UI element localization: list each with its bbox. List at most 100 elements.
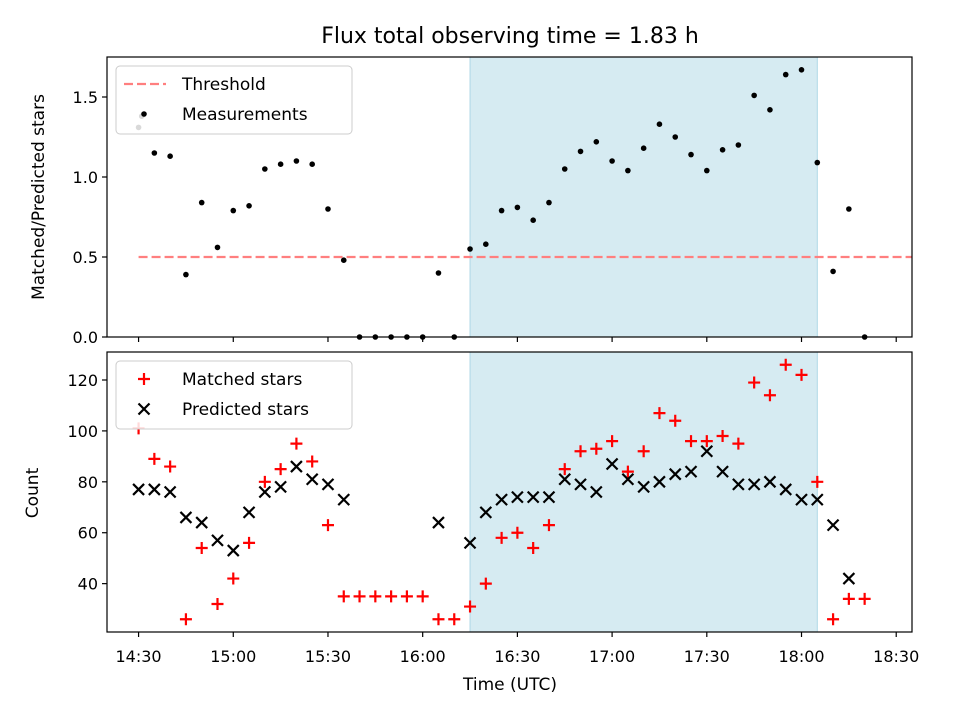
data-point [590, 442, 603, 455]
data-point [527, 542, 540, 554]
data-point [763, 475, 777, 489]
data-point [400, 590, 413, 603]
data-point [198, 199, 205, 206]
data-point [732, 437, 745, 450]
y-tick-label: 1.5 [73, 88, 98, 107]
y-axis-label-count: Count [23, 467, 43, 518]
data-point [432, 516, 445, 529]
data-point [574, 445, 587, 458]
x-tick-label: 18:30 [873, 647, 919, 666]
data-point [495, 493, 508, 506]
data-point [621, 465, 634, 478]
data-point [653, 475, 666, 489]
y-tick-label: 0.0 [73, 328, 98, 347]
chart-title: Flux total observing time = 1.83 h [321, 24, 699, 49]
data-point [858, 592, 871, 605]
data-point [561, 166, 568, 172]
data-point [637, 445, 650, 458]
data-point [637, 480, 650, 494]
data-point [798, 67, 805, 73]
data-point [337, 493, 351, 506]
data-point [530, 217, 536, 223]
y-tick-label: 40 [78, 575, 98, 594]
x-tick-label: 17:30 [684, 647, 730, 666]
data-point [435, 270, 442, 276]
series-predicted-stars [132, 444, 856, 585]
data-point [669, 414, 682, 427]
data-point [767, 107, 773, 113]
data-point [514, 204, 521, 211]
data-point [846, 206, 852, 212]
x-tick-label: 17:00 [589, 647, 635, 666]
data-point [385, 590, 398, 603]
data-point [179, 613, 192, 626]
data-point [243, 536, 256, 549]
data-point [558, 472, 572, 486]
data-point [795, 368, 808, 381]
data-point [495, 531, 508, 544]
data-point [640, 145, 647, 151]
data-point [511, 490, 524, 504]
data-point [700, 435, 713, 448]
data-point [716, 430, 729, 442]
data-point [526, 490, 540, 504]
data-point [748, 376, 761, 389]
data-point [463, 536, 477, 550]
data-point [195, 516, 208, 529]
data-point [148, 452, 161, 465]
data-point [751, 92, 757, 99]
data-point [574, 478, 587, 491]
data-point [321, 519, 334, 532]
data-point [735, 142, 742, 148]
legend-swatch [137, 402, 151, 416]
data-point [542, 519, 555, 532]
data-point [277, 161, 284, 167]
data-point [306, 455, 319, 468]
data-point [164, 460, 177, 473]
data-point [483, 241, 489, 247]
legend-swatch [138, 373, 150, 385]
data-point [416, 590, 429, 603]
data-point [211, 534, 224, 547]
series-measurements [135, 67, 868, 340]
y-axis-label-ratio: Matched/Predicted stars [29, 94, 49, 300]
x-tick-label: 16:30 [494, 647, 540, 666]
data-point [795, 493, 808, 506]
x-tick-label: 15:30 [305, 647, 351, 666]
x-tick-label: 14:30 [116, 647, 162, 666]
data-point [290, 437, 303, 450]
y-tick-label: 1.0 [73, 168, 98, 187]
legend: Matched stars Predicted stars [115, 360, 353, 430]
counts-panel: 40 60 80 100 120 14:30 15:00 15:30 16:00 16:30 17:… [67, 351, 919, 666]
data-point [293, 158, 300, 164]
data-point [826, 518, 840, 532]
legend-label: Measurements [182, 105, 308, 125]
data-point [732, 478, 745, 491]
legend-swatch [141, 111, 147, 117]
data-point [479, 506, 493, 519]
data-point [353, 590, 366, 603]
data-point [779, 358, 792, 371]
legend-label: Matched stars [182, 370, 302, 390]
data-point [274, 480, 287, 494]
data-point [704, 167, 710, 174]
data-point [246, 203, 252, 209]
data-point [656, 121, 663, 127]
data-point [577, 148, 584, 155]
data-point [716, 465, 729, 478]
data-point [163, 485, 177, 499]
x-tick-label: 18:00 [778, 647, 824, 666]
data-point [467, 246, 473, 252]
data-point [183, 271, 189, 278]
data-point [290, 460, 303, 473]
data-point [653, 407, 666, 420]
data-point [625, 167, 631, 174]
data-point [672, 134, 679, 140]
data-point [827, 613, 840, 626]
data-point [227, 572, 240, 585]
data-point [684, 465, 698, 478]
data-point [321, 478, 335, 491]
data-point [747, 478, 761, 491]
data-point [606, 435, 619, 448]
